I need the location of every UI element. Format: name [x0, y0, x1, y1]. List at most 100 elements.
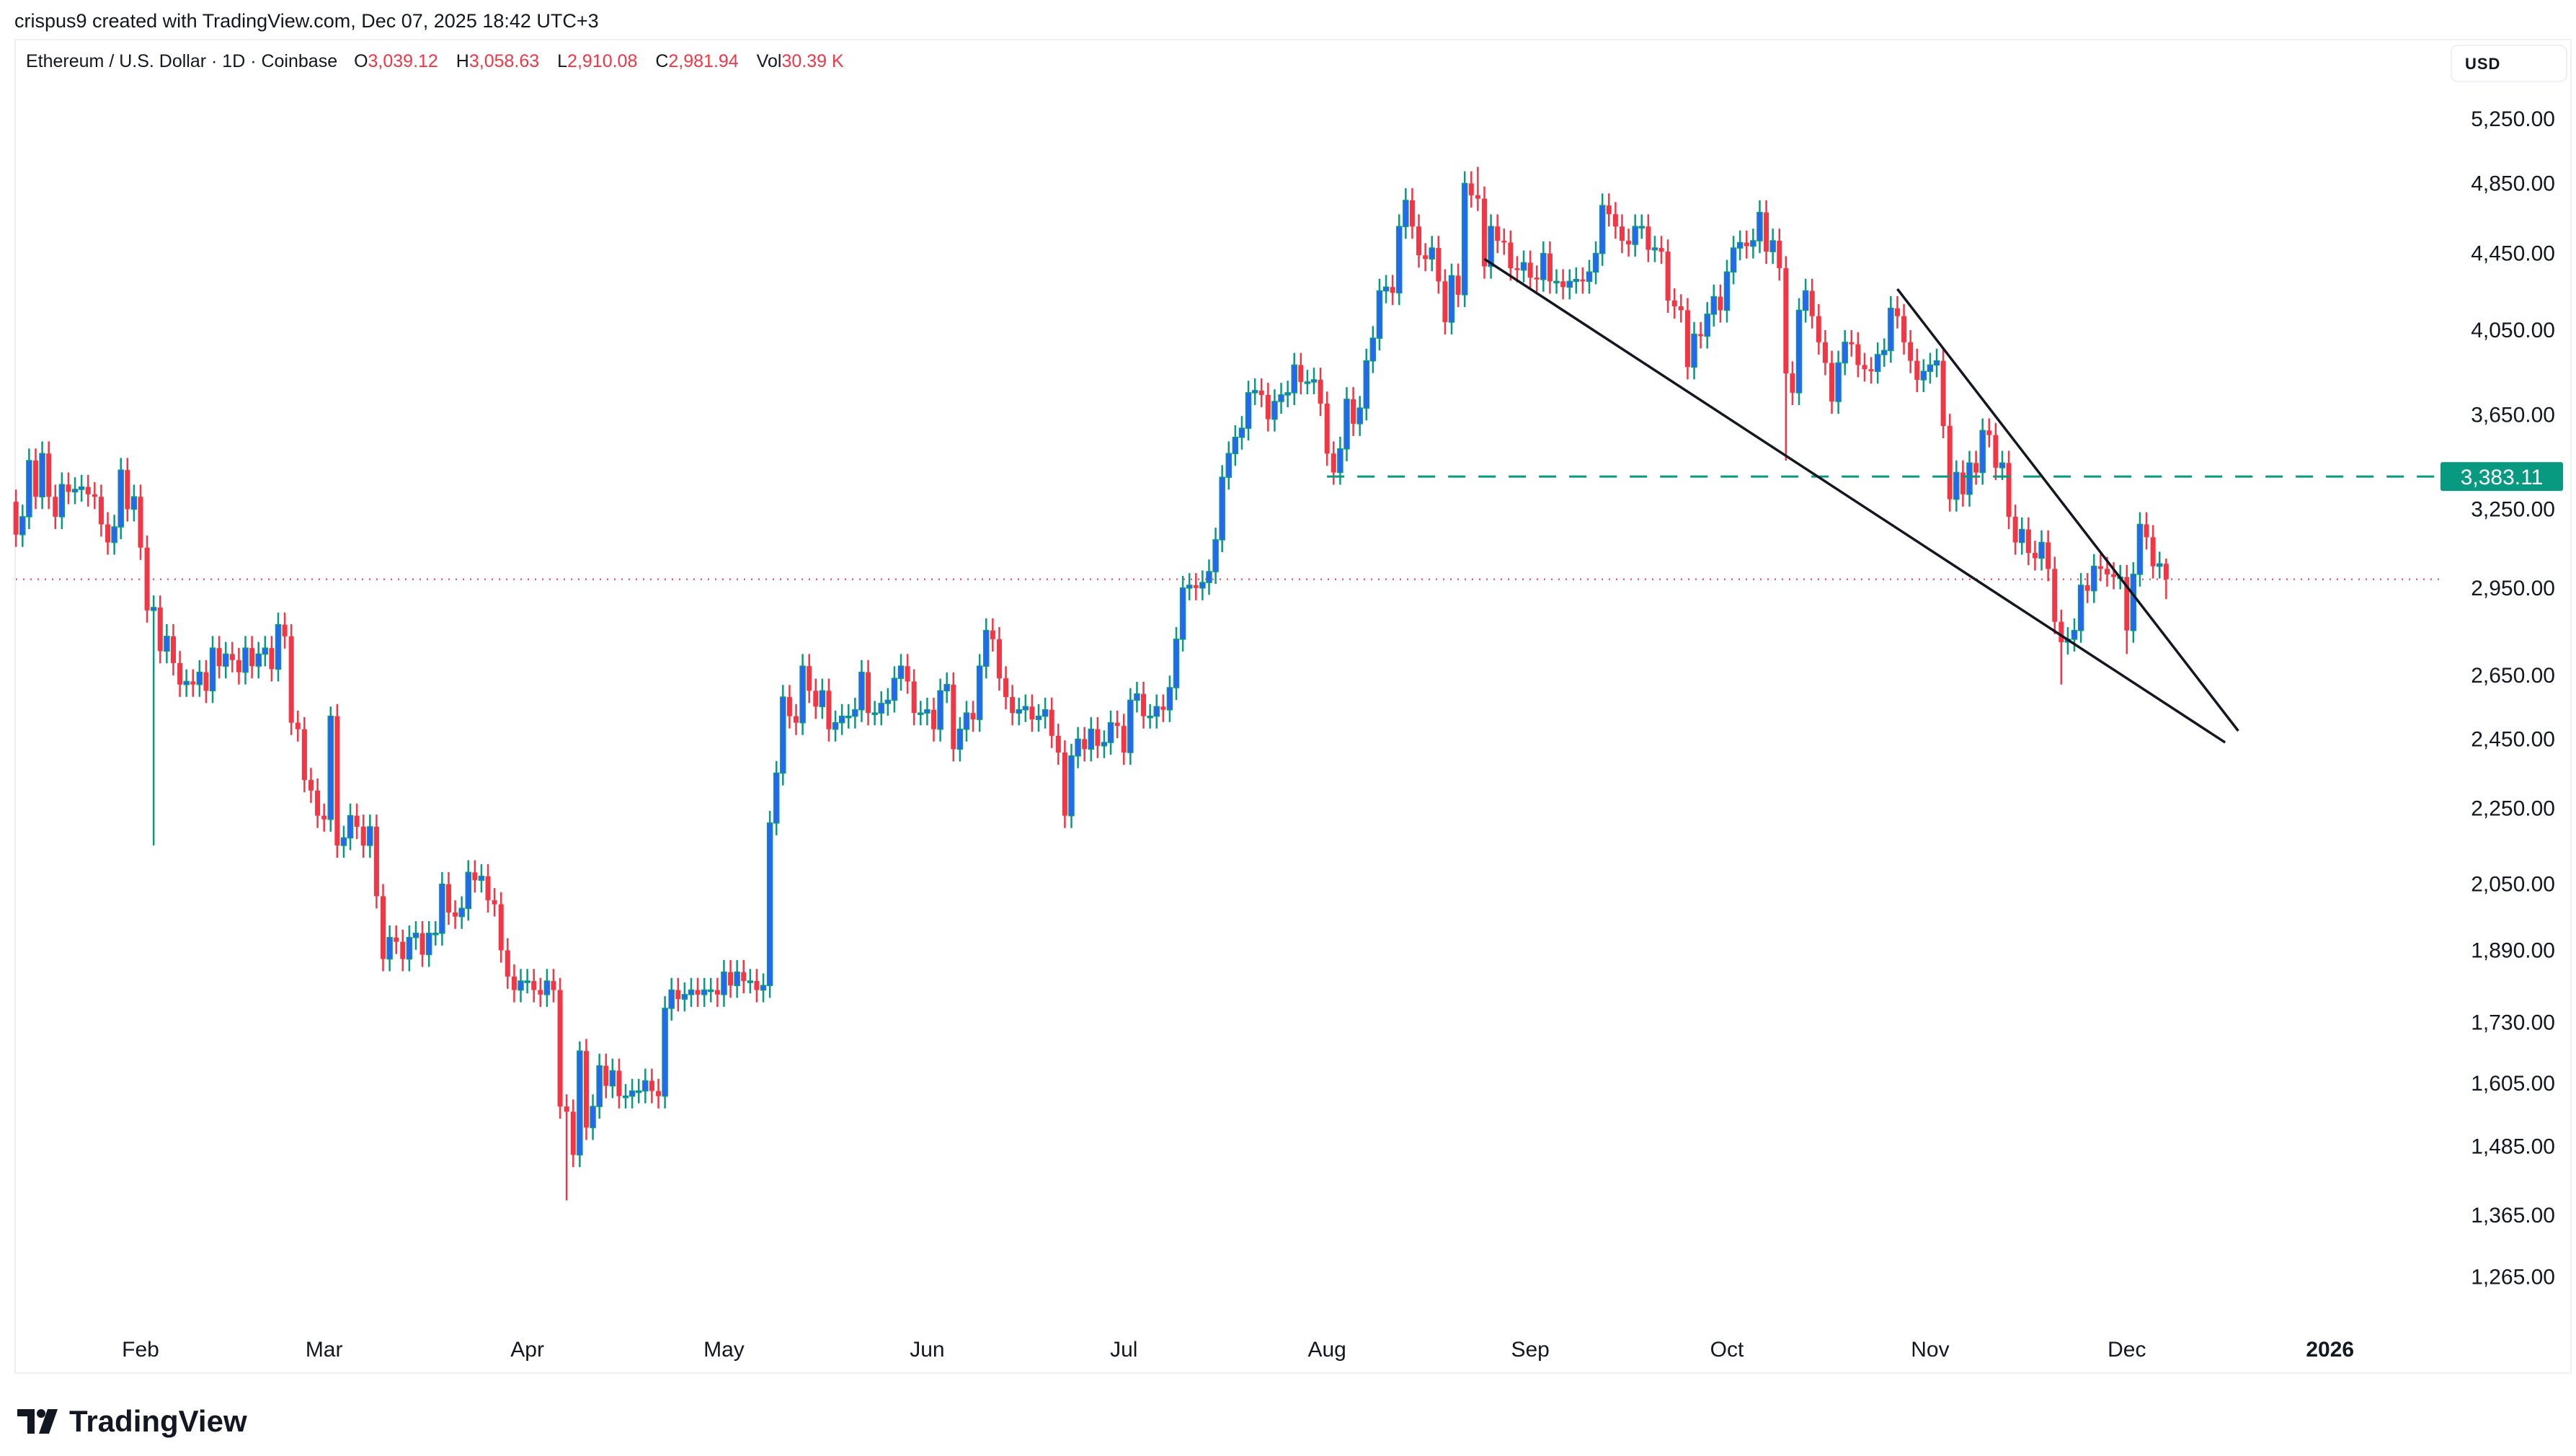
candle-up [1933, 348, 1940, 378]
candle-body [1121, 726, 1127, 753]
candle-body [92, 494, 97, 497]
candle-body [511, 976, 517, 990]
candle-body [46, 453, 52, 497]
candle-down [951, 672, 956, 762]
candle-down [1973, 450, 1979, 485]
candle-body [2058, 621, 2064, 642]
candle-up [635, 1078, 642, 1104]
candle-down [1862, 352, 1867, 382]
candle-body [1966, 462, 1973, 495]
candle-body [1979, 430, 1986, 474]
x-tick-label: Jul [1110, 1338, 1137, 1362]
trendline-lower [1483, 257, 2226, 744]
candle-down [85, 474, 91, 507]
symbol-name[interactable]: Ethereum / U.S. Dollar · 1D · Coinbase [26, 51, 338, 71]
candle-up [1343, 387, 1350, 461]
candle-body [2006, 463, 2012, 517]
candle-down [282, 612, 288, 649]
candle-up [983, 618, 990, 679]
candle-up [1101, 730, 1108, 758]
candle-up [1127, 688, 1134, 765]
y-tick-label: 2,050.00 [2471, 873, 2555, 897]
currency-button[interactable]: USD [2451, 45, 2567, 82]
candle-body [1592, 252, 1599, 273]
candle-up [897, 654, 905, 691]
candle-up [852, 697, 858, 729]
candle-down [1993, 422, 1999, 480]
candle-down [1095, 716, 1101, 758]
candle-body [340, 837, 347, 846]
candle-down [98, 484, 104, 537]
candle-body [1193, 585, 1199, 588]
x-tick-label: Dec [2108, 1338, 2146, 1362]
candle-body [138, 497, 143, 548]
candle-down [1265, 383, 1271, 432]
candle-body [1999, 462, 2006, 469]
candle-up [1022, 694, 1029, 722]
candle-up [1035, 703, 1042, 732]
candle-body [1730, 247, 1737, 273]
candle-body [1481, 198, 1487, 267]
y-tick-label: 2,250.00 [2471, 797, 2555, 821]
candle-down [1829, 350, 1835, 414]
candle-up [1186, 573, 1193, 600]
candle-up [1592, 241, 1599, 285]
candle-body [209, 647, 216, 692]
candle-body [249, 648, 255, 667]
candle-down [675, 977, 681, 1012]
candle-down [485, 864, 491, 913]
candle-body [373, 826, 379, 897]
candle-body [1769, 240, 1776, 252]
candle-body [1710, 296, 1718, 315]
candle-body [616, 1070, 622, 1096]
candle-body [1035, 715, 1042, 720]
candle-body [1179, 587, 1186, 640]
candle-body [734, 971, 740, 987]
candle-body [2105, 569, 2110, 574]
candle-body [603, 1065, 609, 1086]
candle-body [1953, 471, 1960, 500]
candle-body [301, 729, 307, 781]
candle-up [2038, 530, 2045, 571]
candle-body [1881, 350, 1888, 355]
candle-up [1920, 359, 1927, 393]
candle-down [1193, 573, 1199, 600]
candle-body [1495, 226, 1501, 241]
candle-up [71, 477, 79, 505]
candle-body [1855, 344, 1861, 365]
tradingview-logo[interactable]: TradingView [17, 1404, 247, 1439]
candle-body [229, 654, 235, 660]
candle-body [236, 660, 241, 672]
candle-body [216, 648, 222, 667]
candle-up [721, 959, 727, 1007]
candle-up [1842, 330, 1848, 376]
candle-body [832, 722, 839, 730]
candle-down [394, 925, 399, 954]
candle-body [1134, 693, 1140, 701]
candle-body [1736, 241, 1744, 249]
candle-up [458, 896, 465, 929]
candle-body [675, 990, 681, 1000]
candle-up [858, 660, 865, 722]
candle-body [543, 980, 551, 995]
candle-up [1448, 263, 1455, 334]
candle-down [1481, 186, 1487, 279]
x-tick-label: 2026 [2306, 1338, 2354, 1362]
candle-down [453, 900, 458, 929]
candle-down [1764, 200, 1769, 265]
candle-down [564, 1094, 569, 1201]
candle-body [367, 826, 373, 846]
candle-down [498, 892, 504, 963]
candle-body [453, 912, 458, 917]
candle-down [2052, 556, 2058, 634]
candle-body [111, 526, 117, 543]
candle-body [334, 716, 340, 845]
candle-up [465, 860, 471, 921]
candle-up [832, 710, 839, 742]
candle-body [282, 624, 288, 636]
candle-body [2144, 524, 2149, 538]
volume-value: 30.39 K [781, 51, 844, 71]
candle-down [505, 938, 510, 989]
candle-down [1901, 303, 1907, 355]
